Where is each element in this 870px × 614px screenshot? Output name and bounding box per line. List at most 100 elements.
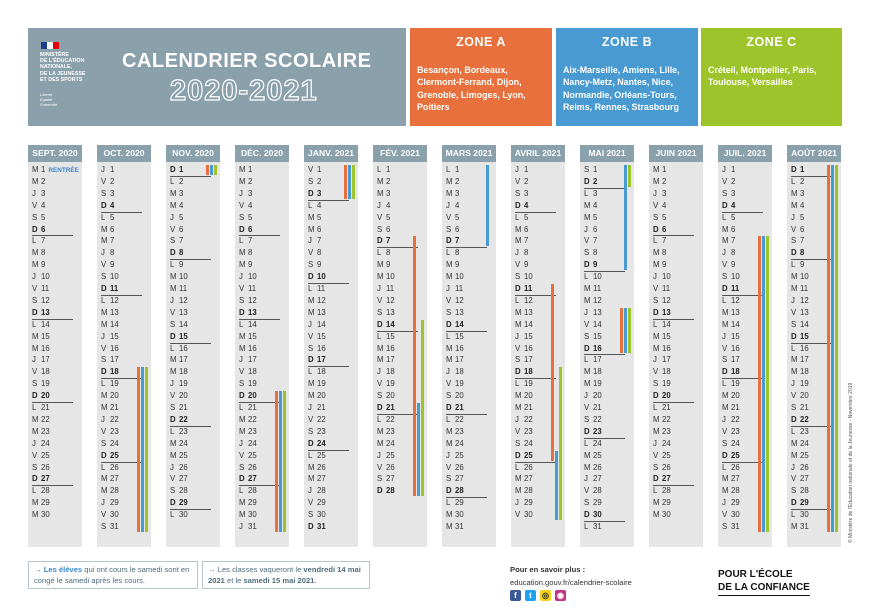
day-row: V 25: [239, 450, 257, 462]
zone-a-body: [412, 58, 550, 124]
day-row: L 23: [170, 426, 188, 438]
month-header: AVRIL 2021: [511, 145, 565, 162]
day-number: 27: [41, 474, 50, 484]
day-number: 9: [41, 260, 46, 270]
week-separator: [170, 259, 211, 261]
weekday-letter: M: [377, 438, 384, 448]
day-number: 2: [524, 176, 529, 186]
day-number: 16: [41, 343, 50, 353]
day-row: V 19: [377, 378, 395, 390]
day-number: 15: [386, 331, 395, 341]
weekday-letter: D: [239, 224, 245, 234]
weekday-letter: J: [308, 236, 312, 246]
weekday-letter: M: [515, 403, 522, 412]
day-row: J 13: [584, 307, 602, 319]
day-number: 18: [179, 367, 188, 377]
day-number: 14: [731, 319, 740, 329]
vacation-bar-zone-a: [137, 367, 140, 532]
day-number: 23: [800, 426, 809, 436]
day-number: 20: [248, 391, 257, 401]
day-number: 1: [455, 165, 460, 174]
day-row: M 21: [101, 402, 119, 414]
day-number: 7: [317, 236, 322, 246]
day-row: V 20: [170, 390, 188, 402]
snapchat-icon[interactable]: ◎: [540, 590, 551, 601]
day-row: D 13: [32, 307, 50, 319]
month-header: NOV. 2020: [166, 145, 220, 162]
more-info-link[interactable]: education.gouv.fr/calendrier-scolaire: [510, 578, 632, 587]
day-number: 23: [110, 426, 119, 436]
weekday-letter: V: [722, 176, 728, 186]
day-number: 11: [248, 284, 257, 293]
weekday-letter: L: [239, 236, 244, 246]
day-number: 5: [386, 212, 391, 222]
day-row: L 24: [584, 438, 602, 450]
day-row: M 20: [722, 390, 740, 402]
day-number: 5: [800, 212, 805, 222]
weekday-letter: M: [584, 379, 591, 389]
day-row: V 15: [308, 331, 326, 343]
day-row: M 20: [101, 390, 119, 402]
day-number: 7: [662, 236, 667, 246]
day-row: M 23: [239, 426, 257, 438]
day-row: D 23: [584, 426, 602, 438]
weekday-letter: L: [170, 260, 175, 270]
day-number: 8: [248, 248, 253, 258]
day-number: 24: [662, 438, 671, 448]
day-row: M 12: [584, 295, 602, 307]
day-row: D 27: [32, 473, 50, 485]
day-number: 29: [179, 498, 188, 508]
french-flag-icon: [41, 42, 59, 49]
weekday-letter: J: [653, 438, 657, 448]
day-number: 25: [662, 450, 671, 460]
day-number: 2: [386, 176, 391, 186]
day-row: M 14: [722, 319, 740, 331]
weekday-letter: S: [32, 295, 38, 305]
facebook-icon[interactable]: f: [510, 590, 521, 601]
day-number: 8: [662, 248, 667, 258]
day-row: M 10: [446, 271, 464, 283]
day-row: S 10: [515, 271, 533, 283]
day-number: 22: [179, 414, 188, 424]
weekday-letter: M: [653, 176, 660, 186]
weekday-letter: L: [101, 379, 106, 389]
weekday-letter: M: [101, 403, 108, 412]
day-row: V 16: [515, 343, 533, 355]
day-row: D 20: [32, 390, 50, 402]
ministry-line: DE LA JEUNESSE: [40, 70, 86, 77]
weekday-letter: M: [653, 260, 660, 270]
weekday-letter: L: [791, 510, 796, 520]
day-row: D 21: [377, 402, 395, 414]
day-row: M 24: [170, 438, 188, 450]
week-separator: [791, 425, 832, 427]
weekday-letter: M: [32, 414, 39, 424]
day-number: 17: [248, 355, 257, 365]
day-number: 11: [800, 284, 809, 293]
day-row: D 11: [101, 283, 118, 295]
week-separator: [446, 413, 487, 415]
twitter-icon[interactable]: t: [525, 590, 536, 601]
day-number: 24: [524, 438, 533, 448]
day-row: L 10: [584, 271, 602, 283]
weekday-letter: V: [170, 391, 176, 401]
weekday-letter: M: [515, 474, 522, 484]
day-number: 28: [110, 486, 119, 496]
day-row: D 24: [308, 438, 326, 450]
day-number: 25: [731, 450, 740, 460]
day-number: 25: [248, 450, 257, 460]
weekday-letter: L: [584, 522, 589, 531]
day-number: 18: [662, 367, 671, 377]
vacation-bar-zone-b: [762, 236, 765, 532]
weekday-letter: S: [239, 295, 245, 305]
instagram-icon[interactable]: ◉: [555, 590, 566, 601]
weekday-letter: D: [32, 391, 38, 401]
week-separator: [32, 235, 73, 237]
day-row: M 30: [653, 509, 671, 521]
day-number: 2: [593, 176, 598, 186]
day-number: 8: [179, 248, 184, 258]
weekday-letter: M: [791, 450, 798, 460]
